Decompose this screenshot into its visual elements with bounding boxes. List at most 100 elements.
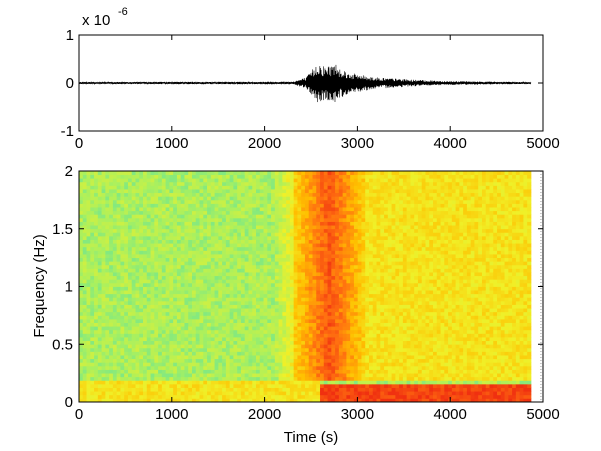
spectrogram-cell (312, 293, 317, 298)
spectrogram-cell (139, 174, 144, 179)
spectrogram-cell (320, 214, 325, 219)
spectrogram-cell (252, 369, 257, 374)
spectrogram-cell (361, 311, 366, 316)
spectrogram-cell (214, 207, 219, 212)
spectrogram-cell (286, 337, 291, 342)
spectrogram-cell (316, 185, 321, 190)
spectrogram-cell (210, 275, 215, 280)
spectrogram-cell (180, 315, 185, 320)
spectrogram-cell (342, 174, 347, 179)
spectrogram-cell (263, 268, 268, 273)
spectrogram-cell (240, 207, 246, 212)
spectrogram-cell (154, 174, 159, 179)
spectrogram-cell (176, 221, 182, 226)
spectrogram-cell (240, 322, 246, 327)
spectrogram-cell (86, 243, 91, 248)
spectrogram-cell (338, 261, 344, 266)
spectrogram-cell (143, 196, 148, 201)
spectrogram-cell (97, 293, 102, 298)
spectrogram-cell (248, 246, 253, 251)
spectrogram-cell (282, 311, 287, 316)
spectrogram-cell (357, 347, 362, 352)
spectrogram-cell (308, 365, 313, 370)
spectrogram-cell (365, 398, 370, 403)
spectrogram-cell (191, 293, 197, 298)
spectrogram-cell (297, 318, 302, 323)
spectrogram-cell (188, 286, 193, 291)
spectrogram-cell (233, 185, 238, 190)
spectrogram-cell (154, 221, 159, 226)
spectrogram-cell (218, 297, 223, 302)
spectrogram-cell (191, 322, 197, 327)
spectrogram-cell (112, 257, 118, 262)
spectrogram-cell (338, 214, 344, 219)
spectrogram-cell (94, 337, 99, 342)
spectrogram-cell (312, 235, 317, 240)
spectrogram-cell (180, 178, 185, 183)
spectrogram-cell (252, 286, 257, 291)
spectrogram-cell (293, 347, 298, 352)
spectrogram-cell (79, 225, 84, 230)
spectrogram-cell (304, 358, 310, 363)
spectrogram-cell (357, 171, 362, 176)
spectrogram-cell (263, 315, 268, 320)
spectrogram-cell (350, 304, 355, 309)
spectrogram-cell (327, 250, 332, 255)
spectrogram-cell (161, 178, 167, 183)
spectrogram-cell (90, 365, 95, 370)
spectrogram-cell (327, 185, 332, 190)
spectrogram-cell (259, 347, 264, 352)
spectrogram-cell (90, 243, 95, 248)
spectrogram-cell (297, 304, 302, 309)
spectrogram-cell (282, 264, 287, 269)
spectrogram-cell (218, 376, 223, 381)
spectrogram-cell (350, 246, 355, 251)
spectrogram-cell (346, 394, 351, 399)
spectrogram-cell (320, 333, 325, 338)
spectrogram-cell (304, 337, 310, 342)
spectrogram-cell (218, 246, 223, 251)
spectrogram-cell (365, 282, 370, 287)
spectrogram-cell (297, 203, 302, 208)
spectrogram-cell (248, 282, 253, 287)
spectrogram-cell (263, 304, 268, 309)
spectrogram-cell (274, 394, 280, 399)
spectrogram-cell (244, 268, 249, 273)
spectrogram-cell (176, 243, 182, 248)
spectrogram-cell (109, 239, 114, 244)
spectrogram-cell (154, 362, 159, 367)
spectrogram-cell (342, 254, 347, 259)
spectrogram-cell (237, 398, 242, 403)
spectrogram-cell (143, 178, 148, 183)
spectrogram-cell (222, 235, 227, 240)
spectrogram-cell (218, 174, 223, 179)
spectrogram-cell (203, 189, 208, 194)
spectrogram-cell (161, 286, 167, 291)
spectrogram-cell (263, 275, 268, 280)
spectrogram-cell (176, 225, 182, 230)
spectrogram-cell (203, 290, 208, 295)
spectrogram-cell (195, 365, 200, 370)
spectrogram-cell (237, 279, 242, 284)
spectrogram-cell (161, 315, 167, 320)
spectrogram-cell (240, 199, 246, 204)
spectrogram-cell (271, 254, 276, 259)
spectrogram-cell (82, 337, 87, 342)
spectrogram-cell (222, 290, 227, 295)
spectrogram-cell (199, 394, 204, 399)
spectrogram-cell (169, 199, 174, 204)
spectrogram-cell (94, 282, 99, 287)
spectrogram-cell (169, 337, 174, 342)
spectrogram-cell (282, 293, 287, 298)
spectrogram-cell (112, 340, 118, 345)
spectrogram-cell (225, 192, 231, 197)
spectrogram-cell (210, 322, 215, 327)
spectrogram-cell (131, 394, 136, 399)
spectrogram-cell (244, 264, 249, 269)
spectrogram-cell (304, 275, 310, 280)
spectrogram-cell (150, 279, 155, 284)
spectrogram-cell (203, 232, 208, 237)
spectrogram-cell (335, 257, 340, 262)
spectrogram-cell (135, 391, 140, 396)
spectrogram-cell (218, 373, 223, 378)
